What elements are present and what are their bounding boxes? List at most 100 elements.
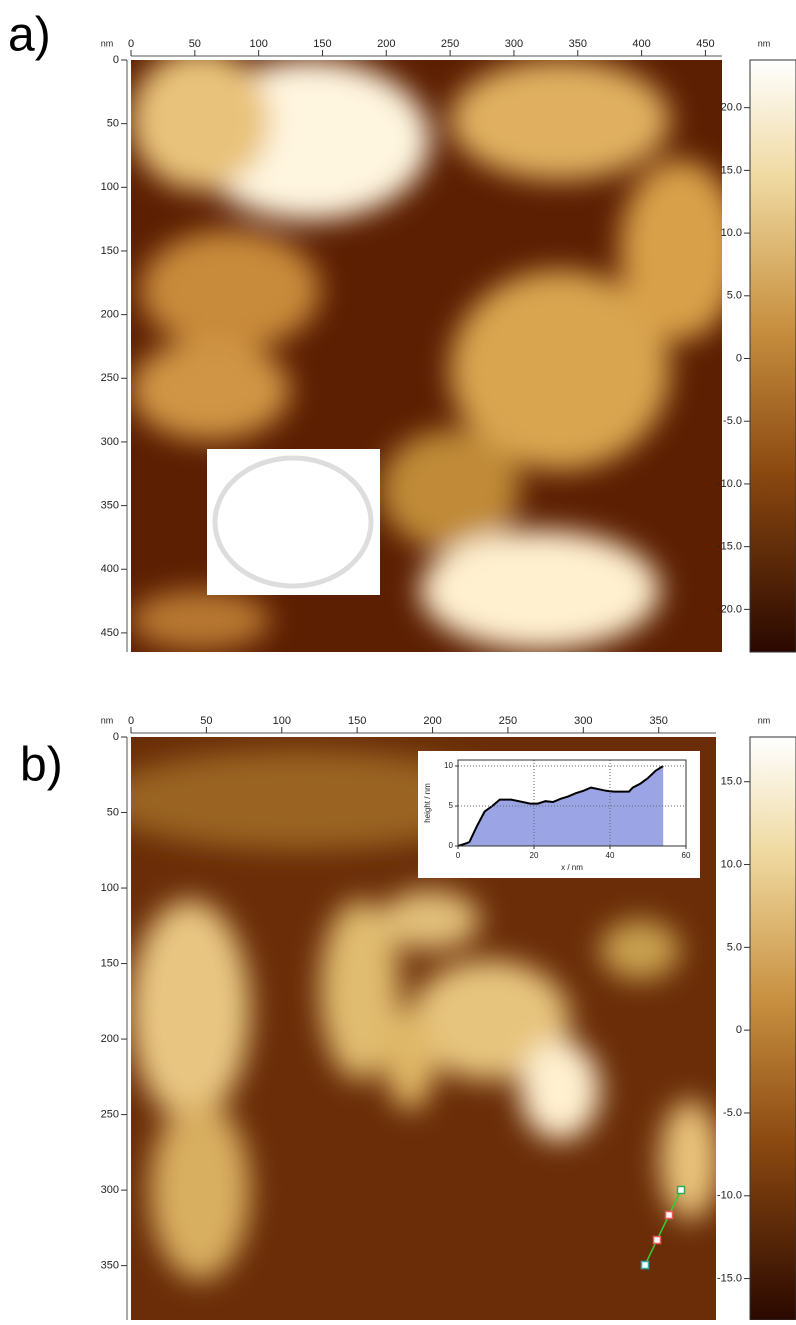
x-tick-label: 60: [682, 851, 691, 860]
feature: [131, 900, 250, 1120]
y-tick-label: 300: [101, 436, 119, 448]
feature: [600, 920, 680, 980]
x-tick-label: 20: [530, 851, 539, 860]
feature: [140, 230, 320, 350]
colorbar-tick-label: 15.0: [721, 164, 742, 176]
y-tick-label: 0: [113, 54, 119, 66]
x-tick-label: 40: [606, 851, 615, 860]
feature: [620, 160, 722, 340]
colorbar-unit: nm: [758, 715, 771, 725]
colorbar-tick-label: -15.0: [717, 541, 742, 553]
colorbar-tick-label: 20.0: [721, 102, 742, 114]
feature: [131, 340, 290, 440]
feature: [131, 750, 500, 850]
feature: [131, 590, 270, 650]
feature: [410, 960, 570, 1080]
profile-marker: [664, 1210, 674, 1220]
colorbar-tick-label: -10.0: [717, 478, 742, 490]
y-tick-label: 250: [101, 372, 119, 384]
image-features: [131, 750, 716, 1280]
x-tick-label: 350: [569, 38, 587, 50]
colorbar: [749, 59, 796, 653]
feature: [420, 530, 660, 650]
profile-marker: [652, 1235, 662, 1245]
x-tick-label: 300: [574, 715, 592, 727]
y-tick-label: 100: [101, 882, 119, 894]
x-tick-label: 450: [696, 38, 714, 50]
x-tick-label: 250: [441, 38, 459, 50]
profile-line: [644, 1189, 682, 1266]
x-tick-label: 50: [200, 715, 212, 727]
panel-label: a): [8, 9, 51, 62]
colorbar-tick-label: -15.0: [717, 1273, 742, 1285]
axis-unit: nm: [101, 38, 114, 48]
axis-unit: nm: [101, 715, 114, 725]
feature: [320, 900, 400, 1080]
y-axis-label: height / nm: [423, 783, 432, 823]
colorbar-tick-label: 15.0: [721, 776, 742, 788]
x-tick-label: 150: [348, 715, 366, 727]
x-tick-label: 100: [249, 38, 267, 50]
feature: [385, 1010, 435, 1110]
colorbar-tick-label: -5.0: [723, 415, 742, 427]
y-tick-label: 150: [101, 245, 119, 257]
y-tick-label: 0: [449, 841, 454, 850]
panel-label: b): [20, 739, 63, 792]
y-tick-label: 350: [101, 499, 119, 511]
x-axis-label: x / nm: [561, 863, 583, 872]
y-tick-label: 200: [101, 1033, 119, 1045]
colorbar-tick-label: -10.0: [717, 1190, 742, 1202]
x-tick-label: 350: [650, 715, 668, 727]
colorbar-tick-label: 10.0: [721, 227, 742, 239]
y-tick-label: 350: [101, 1260, 119, 1272]
feature: [450, 60, 670, 180]
feature: [380, 890, 480, 950]
feature: [150, 1100, 250, 1280]
x-tick-label: 0: [128, 38, 134, 50]
x-tick-label: 0: [128, 715, 134, 727]
colorbar-tick-label: 5.0: [727, 941, 742, 953]
y-tick-label: 400: [101, 563, 119, 575]
y-tick-label: 300: [101, 1184, 119, 1196]
colorbar: [749, 736, 796, 1321]
colorbar-tick-label: 0: [736, 1024, 742, 1036]
x-tick-label: 200: [377, 38, 395, 50]
y-tick-label: 100: [101, 181, 119, 193]
x-tick-label: 400: [632, 38, 650, 50]
colorbar-tick-label: 5.0: [727, 290, 742, 302]
feature: [131, 60, 270, 190]
colorbar-unit: nm: [758, 38, 771, 48]
y-tick-label: 150: [101, 957, 119, 969]
y-tick-label: 10: [444, 761, 453, 770]
feature: [520, 1040, 600, 1140]
y-tick-label: 200: [101, 309, 119, 321]
feature: [660, 1100, 716, 1220]
y-tick-label: 0: [113, 731, 119, 743]
inset-box: [207, 449, 380, 595]
x-tick-label: 300: [505, 38, 523, 50]
image-features: [131, 60, 722, 650]
profile-marker: [676, 1185, 686, 1195]
y-tick-label: 250: [101, 1108, 119, 1120]
y-tick-label: 50: [107, 118, 119, 130]
colorbar-tick-label: 0: [736, 352, 742, 364]
feature: [450, 270, 670, 470]
colorbar-tick-label: -5.0: [723, 1107, 742, 1119]
afm-image: [131, 60, 722, 652]
line: [457, 765, 664, 847]
x-tick-label: 50: [189, 38, 201, 50]
x-tick-label: 200: [423, 715, 441, 727]
profile-marker: [640, 1260, 650, 1270]
plot-frame: [457, 759, 687, 847]
y-tick-label: 5: [449, 801, 454, 810]
colorbar-tick-label: 10.0: [721, 858, 742, 870]
feature: [380, 430, 520, 550]
x-tick-label: 150: [313, 38, 331, 50]
y-tick-label: 50: [107, 806, 119, 818]
x-tick-label: 0: [456, 851, 461, 860]
colorbar-tick-label: -20.0: [717, 603, 742, 615]
x-tick-label: 100: [273, 715, 291, 727]
y-tick-label: 450: [101, 627, 119, 639]
inset-ring: [212, 455, 374, 589]
